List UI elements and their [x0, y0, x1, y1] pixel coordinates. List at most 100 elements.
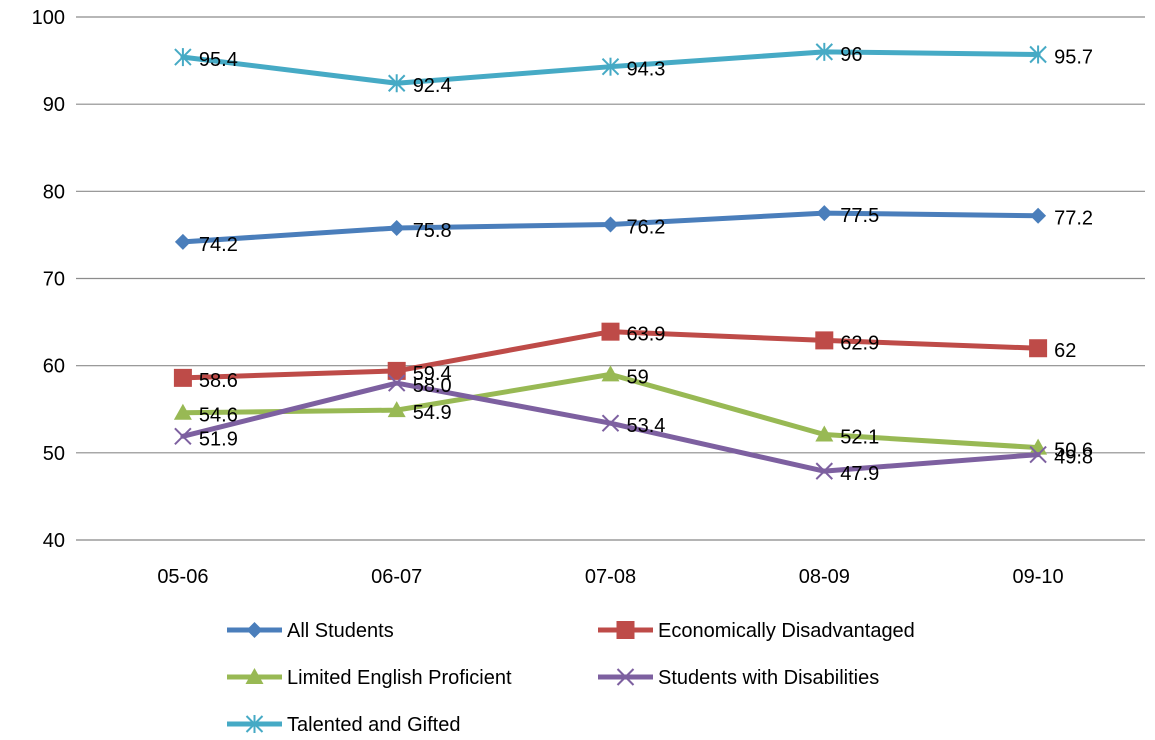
data-point-all-students — [1030, 207, 1047, 224]
data-label-talented-and-gifted: 95.4 — [199, 49, 238, 71]
data-label-talented-and-gifted: 96 — [840, 44, 862, 66]
y-tick-label: 70 — [43, 269, 65, 291]
marker-shape — [388, 219, 405, 236]
y-tick-label: 50 — [43, 443, 65, 465]
marker-shape — [1029, 339, 1048, 358]
legend-item-talented-and-gifted: Talented and Gifted — [227, 714, 460, 736]
data-point-economically-disadvantaged — [1029, 339, 1048, 358]
marker-shape — [387, 361, 406, 380]
data-label-economically-disadvantaged: 63.9 — [627, 324, 666, 346]
data-point-talented-and-gifted — [601, 57, 620, 76]
marker-shape — [601, 322, 620, 341]
data-point-limited-english-proficient — [601, 365, 620, 382]
data-point-limited-english-proficient — [387, 401, 406, 418]
legend-marker — [616, 621, 635, 639]
marker-shape — [616, 668, 635, 686]
legend-label: Economically Disadvantaged — [658, 620, 915, 642]
data-point-economically-disadvantaged — [601, 322, 620, 341]
data-label-economically-disadvantaged: 62.9 — [840, 332, 879, 354]
legend-marker — [246, 622, 263, 638]
legend-item-students-with-disabilities: Students with Disabilities — [598, 667, 879, 689]
data-point-students-with-disabilities — [174, 427, 192, 445]
series-line-students-with-disabilities — [180, 380, 1041, 474]
data-point-students-with-disabilities — [815, 462, 834, 480]
x-axis: 05-06 06-07 07-08 08-09 09-10 — [157, 566, 1063, 588]
marker-shape — [815, 331, 834, 350]
marker-shape — [387, 401, 406, 418]
series-group — [173, 42, 1048, 480]
legend-item-all-students: All Students — [227, 620, 394, 642]
legend-label: All Students — [287, 620, 394, 642]
marker-shape — [602, 216, 619, 233]
data-label-all-students: 75.8 — [413, 220, 452, 242]
y-tick-label: 90 — [43, 94, 65, 116]
data-point-talented-and-gifted — [815, 42, 834, 61]
gridlines — [76, 16, 1145, 541]
x-tick-label: 06-07 — [371, 566, 422, 588]
data-label-talented-and-gifted: 95.7 — [1054, 46, 1093, 68]
legend-label: Talented and Gifted — [287, 714, 460, 736]
data-label-students-with-disabilities: 53.4 — [627, 415, 666, 437]
data-label-limited-english-proficient: 50.6 — [1054, 440, 1093, 462]
data-label-talented-and-gifted: 94.3 — [627, 59, 666, 81]
data-label-limited-english-proficient: 54.6 — [199, 405, 238, 427]
data-label-all-students: 77.2 — [1054, 208, 1093, 230]
data-point-talented-and-gifted — [387, 74, 406, 93]
marker-shape — [387, 374, 406, 392]
marker-shape — [173, 368, 192, 387]
y-tick-label: 80 — [43, 181, 65, 203]
data-point-all-students — [602, 216, 619, 233]
marker-shape — [1030, 207, 1047, 224]
data-label-limited-english-proficient: 52.1 — [840, 427, 879, 449]
data-point-economically-disadvantaged — [387, 361, 406, 380]
marker-shape — [815, 462, 834, 480]
marker-shape — [816, 205, 833, 222]
marker-shape — [246, 622, 263, 638]
data-label-economically-disadvantaged: 59.4 — [413, 363, 452, 385]
legend-marker — [245, 715, 264, 733]
data-label-economically-disadvantaged: 58.6 — [199, 370, 238, 392]
legend: All Students Economically Disadvantaged Li… — [227, 620, 915, 736]
data-point-talented-and-gifted — [1029, 45, 1047, 64]
x-tick-label: 07-08 — [585, 566, 636, 588]
data-labels: 74.2 75.8 76.2 77.5 77.2 58.6 59.4 63.9 62.9 62 54… — [199, 44, 1093, 485]
y-tick-label: 40 — [43, 530, 65, 552]
legend-item-limited-english-proficient: Limited English Proficient — [227, 667, 512, 689]
marker-shape — [174, 233, 191, 250]
marker-shape — [815, 425, 834, 442]
data-point-students-with-disabilities — [601, 414, 620, 432]
marker-shape — [173, 403, 192, 420]
y-tick-label: 60 — [43, 356, 65, 378]
data-label-all-students: 74.2 — [199, 234, 238, 256]
data-point-students-with-disabilities — [387, 374, 406, 392]
data-label-talented-and-gifted: 92.4 — [413, 75, 452, 97]
legend-marker — [245, 668, 264, 684]
data-label-students-with-disabilities: 58.0 — [413, 375, 452, 397]
legend-label: Students with Disabilities — [658, 667, 879, 689]
data-point-all-students — [174, 233, 191, 250]
x-tick-label: 09-10 — [1013, 566, 1064, 588]
series-line-limited-english-proficient — [180, 371, 1041, 451]
x-tick-label: 05-06 — [157, 566, 208, 588]
data-label-limited-english-proficient: 59 — [627, 366, 649, 388]
data-label-economically-disadvantaged: 62 — [1054, 340, 1076, 362]
data-point-limited-english-proficient — [815, 425, 834, 442]
data-label-students-with-disabilities: 47.9 — [840, 463, 879, 485]
marker-shape — [601, 365, 620, 382]
marker-shape — [1029, 445, 1047, 464]
marker-shape — [601, 414, 620, 432]
data-point-students-with-disabilities — [1029, 445, 1047, 464]
data-point-talented-and-gifted — [174, 48, 192, 67]
legend-marker — [616, 668, 635, 686]
marker-shape — [245, 668, 264, 684]
data-point-limited-english-proficient — [173, 403, 192, 420]
data-point-all-students — [388, 219, 405, 236]
legend-label: Limited English Proficient — [287, 667, 512, 689]
marker-shape — [174, 427, 192, 445]
x-tick-label: 08-09 — [799, 566, 850, 588]
data-point-all-students — [816, 205, 833, 222]
data-label-students-with-disabilities: 49.8 — [1054, 447, 1093, 469]
legend-item-economically-disadvantaged: Economically Disadvantaged — [598, 620, 915, 642]
data-point-economically-disadvantaged — [815, 331, 834, 350]
